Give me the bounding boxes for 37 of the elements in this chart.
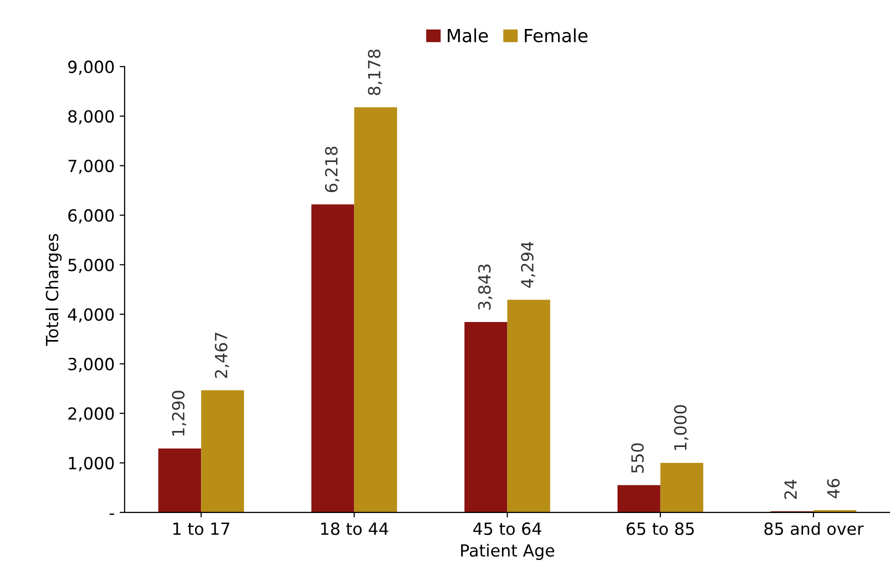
- y-tick-label: 4,000: [68, 308, 114, 323]
- y-tick-label: 9,000: [68, 60, 114, 75]
- data-label: 2,467: [214, 332, 230, 378]
- x-axis-title: Patient Age: [461, 544, 554, 560]
- y-tick-label: 2,000: [68, 407, 114, 422]
- y-tick-label: 5,000: [68, 258, 114, 273]
- bar: [464, 322, 508, 512]
- y-tick-label: 7,000: [68, 160, 114, 174]
- bar: [354, 107, 398, 512]
- y-tick-label: 6,000: [68, 209, 114, 224]
- bar: [201, 390, 244, 512]
- data-label: 46: [827, 478, 840, 498]
- legend-label: Female: [524, 28, 588, 42]
- legend-label: Male: [448, 28, 488, 42]
- x-tick-label: 45 to 64: [473, 522, 542, 536]
- x-tick-label: 18 to 44: [321, 522, 388, 536]
- bar: [660, 462, 704, 512]
- data-label: 8,178: [368, 50, 382, 96]
- y-tick-label: 1,000: [68, 456, 114, 472]
- bar: [158, 448, 202, 512]
- x-tick-label: 65 to 85: [626, 522, 694, 536]
- data-label: 24: [784, 480, 797, 499]
- y-tick-label: 3,000: [68, 358, 114, 372]
- bar: [618, 485, 660, 512]
- data-label: 6,218: [325, 146, 340, 192]
- data-label: 1,000: [674, 405, 688, 450]
- data-label: 3,843: [478, 264, 492, 310]
- y-axis-title: Total Charges: [45, 234, 62, 346]
- bar: [311, 204, 354, 512]
- x-tick-label: 1 to 17: [173, 522, 230, 536]
- x-tick-label: 85 and over: [764, 522, 864, 536]
- data-label: 4,294: [520, 242, 536, 288]
- bar: [507, 300, 550, 512]
- data-label: 1,290: [172, 390, 186, 436]
- y-tick-label: -: [110, 514, 114, 515]
- y-tick-label: 8,000: [68, 110, 114, 124]
- data-label: 550: [631, 443, 644, 473]
